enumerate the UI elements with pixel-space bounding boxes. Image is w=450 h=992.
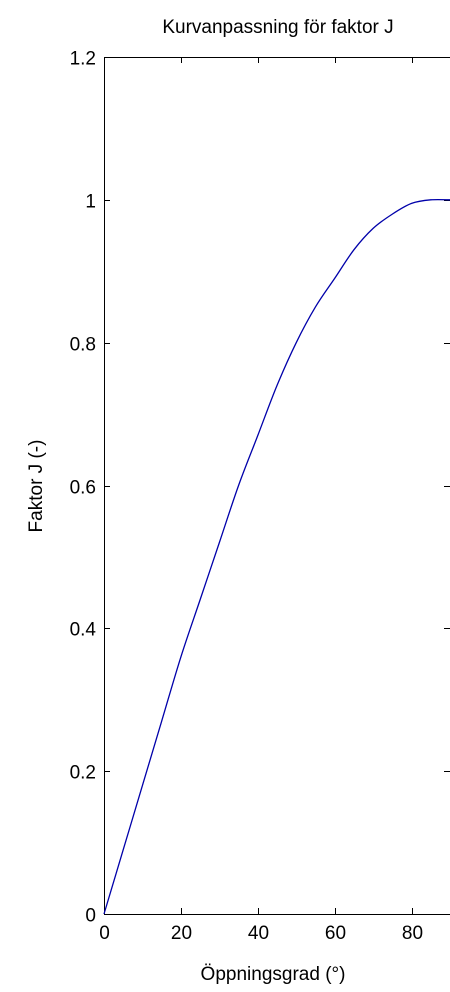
x-tick-label: 0 — [99, 923, 110, 944]
y-tick-label: 1 — [85, 192, 96, 213]
y-tick-label: 0.8 — [70, 335, 96, 356]
y-tick-label: 0.6 — [70, 478, 96, 499]
x-tick-label: 80 — [402, 923, 423, 944]
y-axis-label: Faktor J (-) — [26, 440, 47, 533]
y-tick-label: 0.2 — [70, 763, 96, 784]
y-tick-label: 0.4 — [70, 620, 97, 641]
axes-box — [104, 57, 450, 915]
series-group — [103, 198, 450, 915]
chart-title: Kurvanpassning för faktor J — [162, 17, 393, 38]
y-tick-label: 1.2 — [70, 49, 96, 70]
y-ticks: 0 0.2 0.4 0.6 0.8 1 1.2 — [70, 49, 450, 927]
x-tick-label: 60 — [325, 923, 346, 944]
x-tick-label: 40 — [248, 923, 269, 944]
x-ticks: 0 20 40 60 80 — [99, 57, 423, 944]
x-tick-label: 20 — [171, 923, 192, 944]
y-tick-label: 0 — [85, 906, 96, 927]
series-line — [103, 198, 450, 915]
x-axis-label: Öppningsgrad (°) — [201, 964, 346, 985]
plot-area: 0 20 40 60 80 0 0.2 0.4 0.6 0.8 1 1.2 — [70, 49, 450, 944]
